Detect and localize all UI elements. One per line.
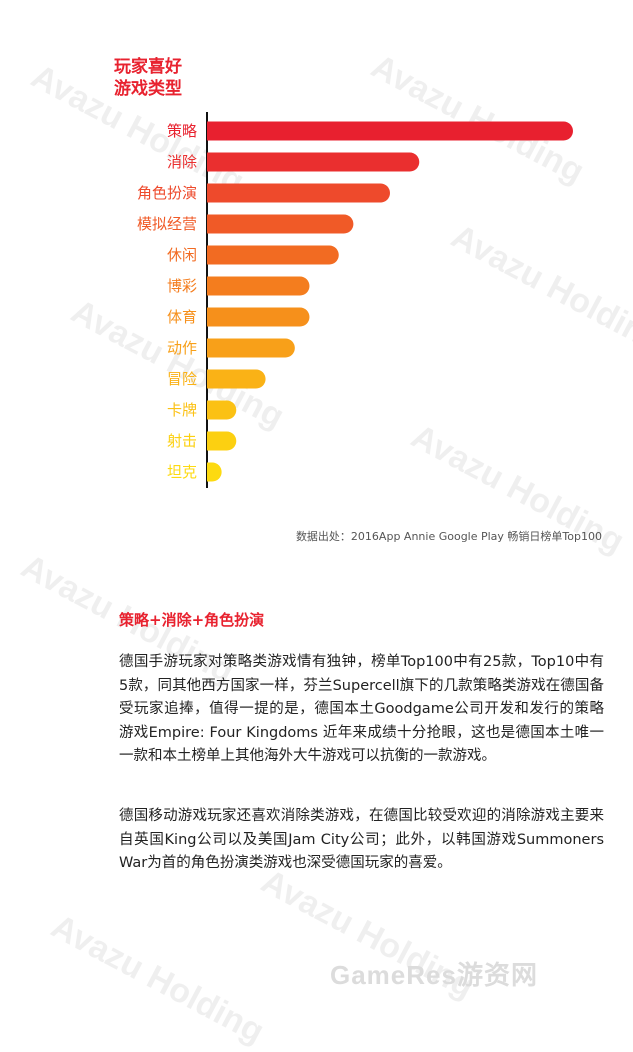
category-label: 博彩 [167,277,197,295]
bar-10 [207,431,237,451]
gameres-logo: GameRes游资网 [330,960,538,990]
category-label: 策略 [167,122,197,140]
bar-2 [207,183,390,203]
chart-title: 玩家喜好 游戏类型 [114,56,182,100]
body-paragraph: 德国移动游戏玩家还喜欢消除类游戏，在德国比较受欢迎的消除游戏主要来自英国King… [119,808,604,871]
category-label: 射击 [167,432,197,450]
chart-source-note: 数据出处：2016App Annie Google Play 畅销日榜单Top1… [295,530,602,543]
bar-1 [207,152,420,172]
category-label: 角色扮演 [137,184,197,202]
bar-11 [207,462,222,482]
watermark: Avazu Holding [45,907,271,1051]
category-label: 动作 [167,339,197,357]
bar-0 [207,121,573,141]
section-title: 策略+消除+角色扮演 [119,611,265,629]
bar-7 [207,338,295,358]
category-label: 消除 [167,153,197,171]
category-label: 休闲 [167,246,197,264]
bar-3 [207,214,354,234]
bar-6 [207,307,310,327]
bar-9 [207,400,237,420]
bar-5 [207,276,310,296]
category-label: 模拟经营 [137,215,197,233]
bar-8 [207,369,266,389]
chart-title-line: 游戏类型 [114,79,182,99]
category-label: 冒险 [167,370,197,388]
bar-4 [207,245,339,265]
category-label: 卡牌 [167,401,197,419]
category-label: 坦克 [167,463,197,481]
chart-title-line: 玩家喜好 [114,57,182,77]
category-label: 体育 [167,308,197,326]
body-paragraph: 德国手游玩家对策略类游戏情有独钟，榜单Top100中有25款，Top10中有5款… [119,654,604,764]
